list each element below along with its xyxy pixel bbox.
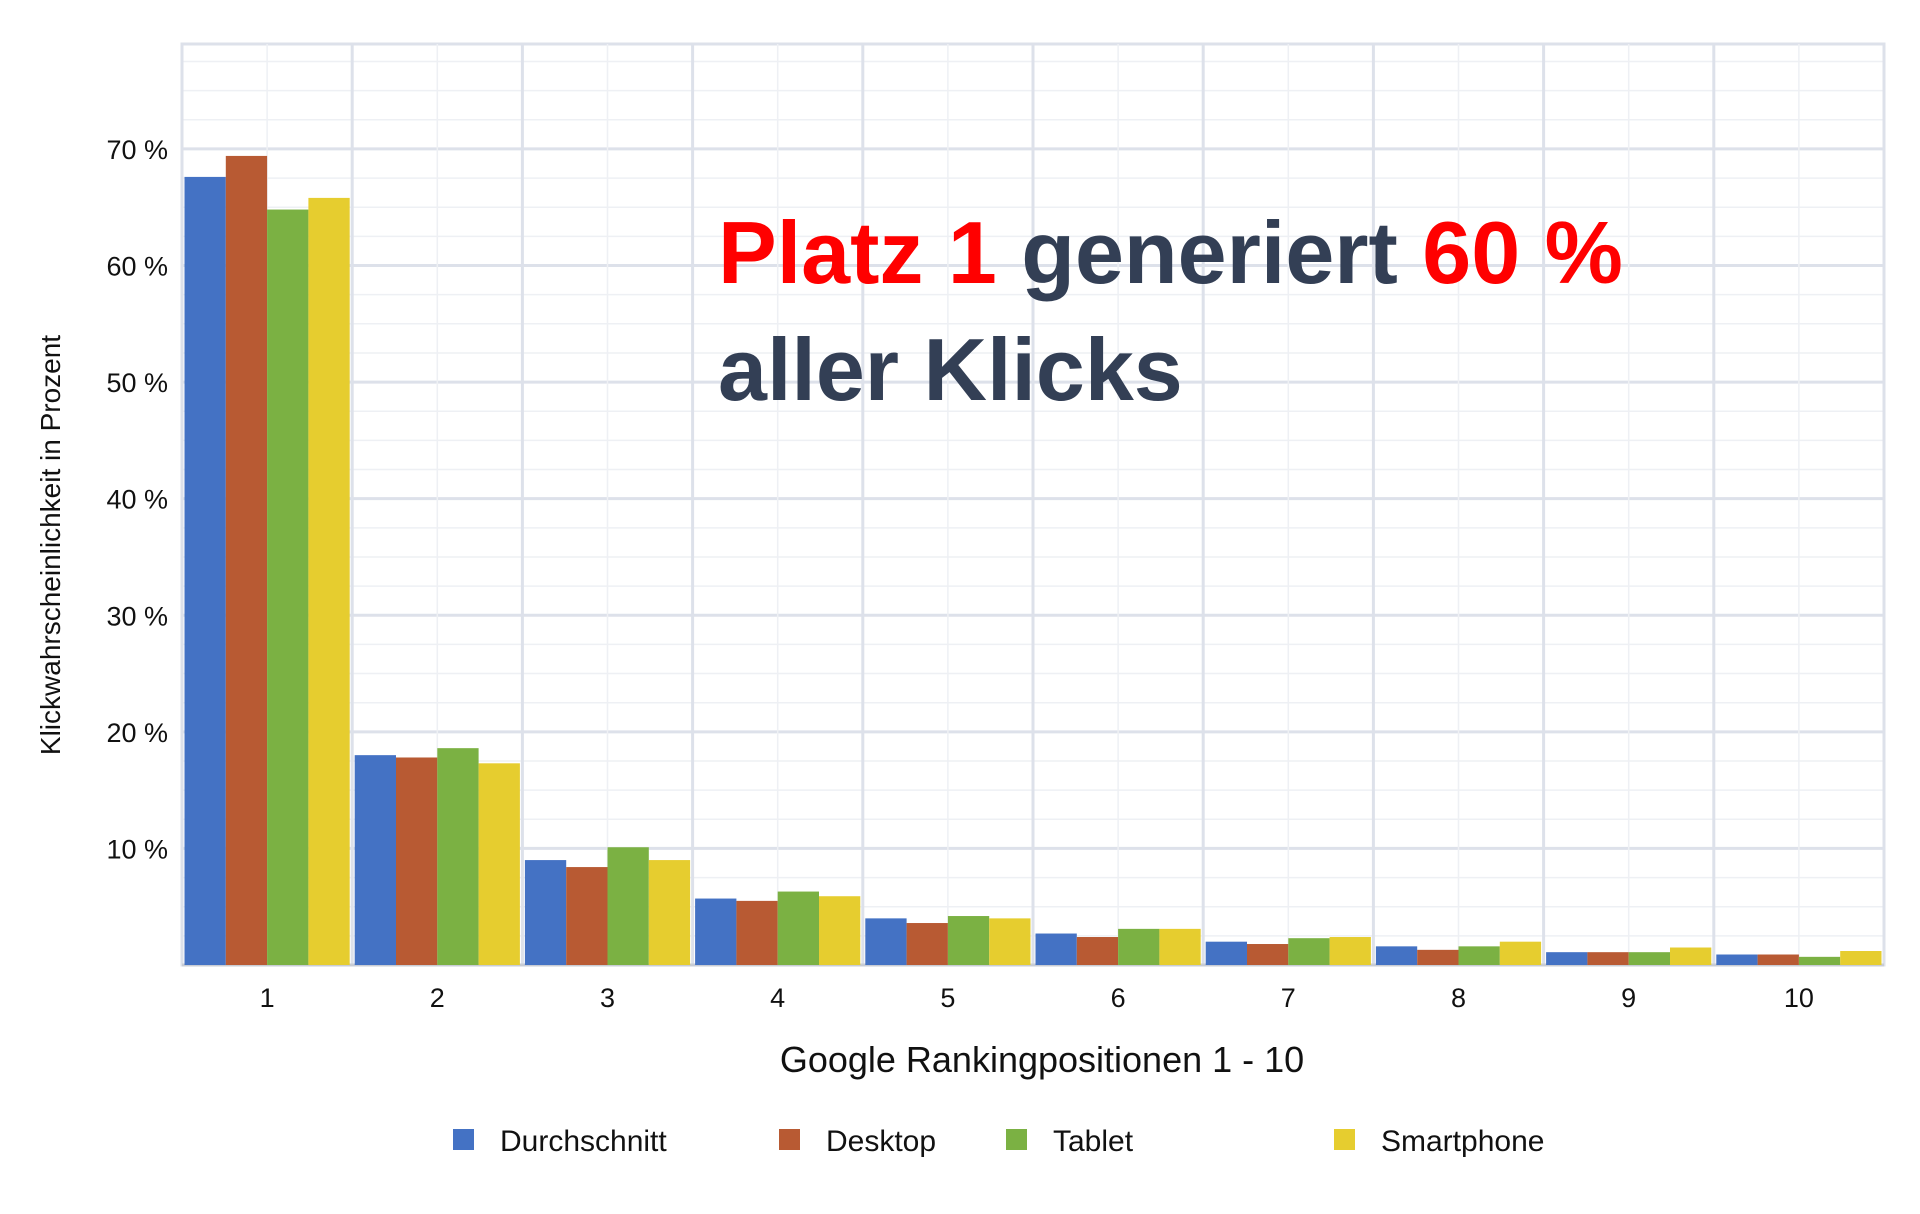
headline-line-2: aller Klicks (718, 320, 1183, 419)
legend-item-smartphone: Smartphone (1334, 1125, 1544, 1158)
x-tick-label: 8 (1451, 983, 1466, 1013)
x-tick-label: 4 (770, 983, 785, 1013)
y-tick-label: 70 % (106, 135, 168, 165)
x-tick-label: 3 (600, 983, 615, 1013)
bar-smartphone-8 (1499, 941, 1542, 965)
bar-smartphone-7 (1329, 937, 1371, 965)
x-tick-label: 10 (1784, 983, 1814, 1013)
bar-tablet-5 (947, 916, 990, 965)
chart-legend: Durchschnitt Desktop Tablet Smartphone (453, 1125, 1544, 1158)
bar-desktop-1 (225, 155, 268, 965)
bar-desktop-3 (566, 867, 608, 965)
bar-tablet-1 (267, 209, 309, 966)
y-tick-label: 40 % (106, 485, 168, 515)
legend-label: Durchschnitt (500, 1125, 667, 1158)
bar-tablet-3 (607, 847, 649, 965)
bar-desktop-10 (1757, 954, 1799, 965)
bar-smartphone-5 (989, 918, 1031, 965)
bar-desktop-4 (736, 900, 778, 965)
bar-durchschnitt-6 (1035, 933, 1077, 965)
legend-label: Smartphone (1381, 1125, 1544, 1158)
bar-smartphone-3 (648, 860, 691, 965)
bar-smartphone-6 (1159, 928, 1201, 965)
y-tick-label: 60 % (106, 252, 168, 282)
legend-label: Tablet (1053, 1125, 1134, 1158)
bar-tablet-7 (1288, 938, 1330, 965)
bar-durchschnitt-1 (184, 176, 226, 965)
chart-bars (184, 155, 1882, 966)
legend-swatch (779, 1129, 800, 1150)
bar-smartphone-4 (819, 896, 861, 965)
y-axis-ticks: 10 % 20 % 30 % 40 % 50 % 60 % 70 % (106, 135, 168, 864)
x-tick-label: 9 (1621, 983, 1636, 1013)
bar-desktop-9 (1587, 952, 1629, 965)
bar-tablet-9 (1628, 952, 1670, 965)
y-axis-title: Klickwahrscheinlichkeit in Prozent (35, 335, 66, 755)
y-tick-label: 50 % (106, 368, 168, 398)
x-tick-label: 7 (1281, 983, 1296, 1013)
bar-tablet-6 (1118, 928, 1160, 965)
x-tick-label: 5 (940, 983, 955, 1013)
legend-swatch (1006, 1129, 1027, 1150)
bar-durchschnitt-7 (1205, 941, 1247, 965)
bar-smartphone-10 (1840, 951, 1882, 965)
bar-tablet-4 (777, 891, 819, 965)
y-tick-label: 20 % (106, 718, 168, 748)
legend-label: Desktop (826, 1125, 936, 1158)
legend-item-tablet: Tablet (1006, 1125, 1134, 1158)
x-tick-label: 1 (260, 983, 275, 1013)
bar-smartphone-1 (308, 197, 350, 965)
bar-desktop-5 (906, 923, 948, 965)
bar-desktop-8 (1417, 949, 1459, 965)
bar-durchschnitt-9 (1546, 952, 1588, 965)
bar-durchschnitt-4 (695, 898, 737, 965)
headline-accent-1: Platz 1 (718, 203, 997, 302)
y-tick-label: 30 % (106, 601, 168, 631)
bar-tablet-2 (437, 748, 479, 965)
bar-durchschnitt-8 (1375, 946, 1418, 965)
legend-swatch (1334, 1129, 1355, 1150)
x-tick-label: 2 (430, 983, 445, 1013)
bar-durchschnitt-3 (524, 860, 567, 965)
bar-durchschnitt-10 (1716, 954, 1758, 965)
bar-smartphone-2 (478, 763, 520, 965)
legend-item-desktop: Desktop (779, 1125, 936, 1158)
bar-desktop-6 (1076, 937, 1119, 965)
bar-smartphone-9 (1670, 947, 1712, 965)
x-axis-ticks: 1 2 3 4 5 6 7 8 9 10 (260, 983, 1814, 1013)
y-tick-label: 10 % (106, 834, 168, 864)
bar-desktop-7 (1247, 944, 1289, 965)
legend-item-durchschnitt: Durchschnitt (453, 1125, 667, 1158)
headline-line-1: Platz 1 generiert 60 % (718, 203, 1623, 302)
bar-tablet-8 (1458, 946, 1500, 965)
bar-durchschnitt-5 (865, 918, 907, 965)
bar-desktop-2 (396, 757, 438, 965)
headline-text-1: generiert (997, 203, 1422, 302)
bar-durchschnitt-2 (354, 755, 396, 965)
bar-tablet-10 (1798, 956, 1841, 965)
x-axis-title: Google Rankingpositionen 1 - 10 (780, 1039, 1304, 1080)
x-tick-label: 6 (1111, 983, 1126, 1013)
headline-accent-2: 60 % (1422, 203, 1623, 302)
legend-swatch (453, 1129, 474, 1150)
